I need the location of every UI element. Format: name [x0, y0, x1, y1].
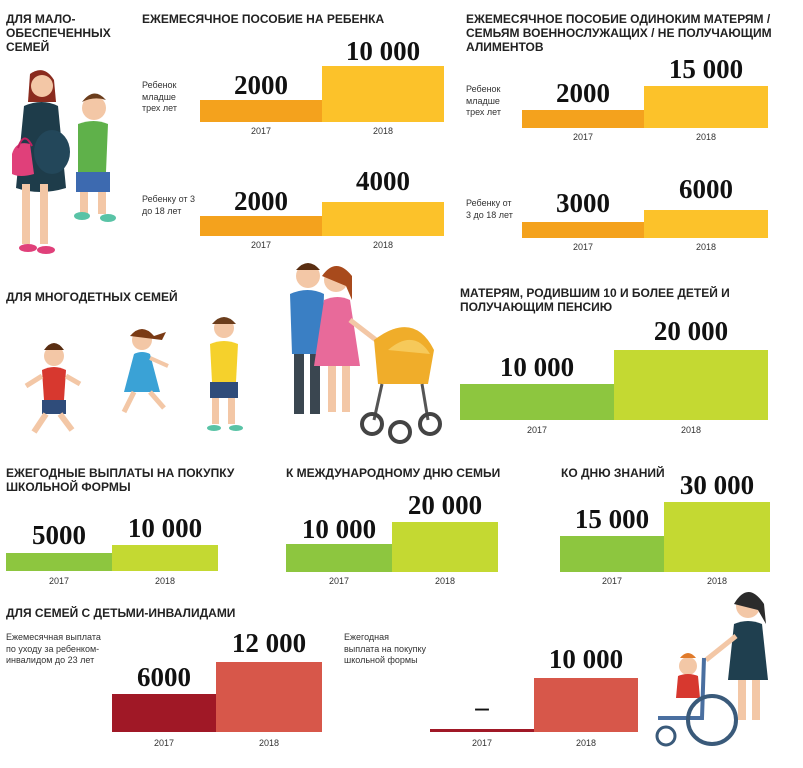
bar-2018 — [322, 66, 444, 122]
bar-2017 — [522, 222, 644, 238]
value-2018: 10 000 — [127, 513, 203, 543]
row1-label: Ребенок младше трех лет — [466, 84, 502, 117]
year-2018: 2018 — [706, 576, 728, 586]
value-2017: 2000 — [234, 70, 288, 100]
bar-2018 — [534, 678, 638, 732]
mother-child-illustration — [12, 70, 116, 254]
year-2017: 2017 — [471, 738, 493, 748]
bar-2018 — [664, 502, 770, 572]
bar-2017 — [430, 729, 534, 732]
year-2017: 2017 — [526, 425, 548, 435]
year-2017: 2017 — [153, 738, 175, 748]
bar-2018 — [322, 202, 444, 236]
bar-2018 — [112, 545, 218, 571]
uniform-label: Ежегодная выплата на покупку школьной фо… — [344, 632, 427, 665]
year-2018: 2018 — [258, 738, 280, 748]
value-2018: 10 000 — [548, 644, 624, 674]
bar-2017 — [522, 110, 644, 128]
school-uniform-title: ЕЖЕГОДНЫЕ ВЫПЛАТЫ НА ПОКУПКУ ШКОЛЬНОЙ ФО… — [6, 466, 235, 494]
bar-2017 — [112, 694, 216, 732]
bar-2017 — [286, 544, 392, 572]
year-2017: 2017 — [250, 240, 272, 250]
year-2017: 2017 — [328, 576, 350, 586]
wheelchair-illustration — [655, 592, 768, 747]
value-2018: 30 000 — [679, 470, 755, 500]
running-kids-illustration — [24, 317, 243, 434]
year-2017: 2017 — [250, 126, 272, 136]
value-2018: 20 000 — [407, 490, 483, 520]
single-mothers-title: ЕЖЕМЕСЯЧНОЕ ПОСОБИЕ ОДИНОКИМ МАТЕРЯМ / С… — [466, 12, 772, 54]
value-2018: 10 000 — [345, 36, 421, 66]
value-2017: 10 000 — [499, 352, 575, 382]
bar-2018 — [644, 210, 768, 238]
value-2018: 15 000 — [668, 54, 744, 84]
year-2018: 2018 — [434, 576, 456, 586]
value-2018: 4000 — [356, 166, 410, 196]
family-day-title: К МЕЖДУНАРОДНОМУ ДНЮ СЕМЬИ — [286, 466, 501, 480]
child-benefit-title: ЕЖЕМЕСЯЧНОЕ ПОСОБИЕ НА РЕБЕНКА — [142, 12, 385, 26]
bar-2017 — [200, 216, 322, 236]
row2-label: Ребенку от 3 до 18 лет — [142, 194, 196, 216]
disabled-title: ДЛЯ СЕМЕЙ С ДЕТЬМИ-ИНВАЛИДАМИ — [6, 606, 236, 620]
year-2017: 2017 — [572, 242, 594, 252]
value-2017: 6000 — [137, 662, 191, 692]
year-2018: 2018 — [154, 576, 176, 586]
year-2018: 2018 — [575, 738, 597, 748]
value-2018: 12 000 — [231, 628, 307, 658]
couple-stroller-illustration — [290, 263, 442, 444]
bar-2017 — [560, 536, 664, 572]
year-2018: 2018 — [695, 132, 717, 142]
value-2018: 6000 — [679, 174, 733, 204]
value-2017: 2000 — [556, 78, 610, 108]
value-2017: 15 000 — [574, 504, 650, 534]
value-2017: 2000 — [234, 186, 288, 216]
bar-2018 — [392, 522, 498, 572]
year-2018: 2018 — [372, 240, 394, 250]
year-2017: 2017 — [572, 132, 594, 142]
bar-2017 — [6, 553, 112, 571]
year-2018: 2018 — [372, 126, 394, 136]
value-2017: 5000 — [32, 520, 86, 550]
knowledge-day-title: КО ДНЮ ЗНАНИЙ — [561, 466, 665, 480]
value-2018: 20 000 — [653, 316, 729, 346]
bar-2017 — [200, 100, 322, 122]
value-2017: 10 000 — [301, 514, 377, 544]
year-2017: 2017 — [48, 576, 70, 586]
mothers10-title: МАТЕРЯМ, РОДИВШИМ 10 И БОЛЕЕ ДЕТЕЙ И ПОЛ… — [460, 286, 730, 314]
large-families-title: ДЛЯ МНОГОДЕТНЫХ СЕМЕЙ — [6, 290, 178, 304]
bar-2018 — [216, 662, 322, 732]
value-2017: – — [475, 692, 489, 722]
row2-label: Ребенку от 3 до 18 лет — [466, 198, 513, 220]
bar-2018 — [644, 86, 768, 128]
value-2017: 3000 — [556, 188, 610, 218]
low-income-title: ДЛЯ МАЛО-ОБЕСПЕЧЕННЫХ СЕМЕЙ — [6, 12, 111, 54]
year-2018: 2018 — [695, 242, 717, 252]
bar-2017 — [460, 384, 614, 420]
year-2018: 2018 — [680, 425, 702, 435]
care-label: Ежемесячная выплата по уходу за ребенком… — [6, 632, 101, 665]
year-2017: 2017 — [601, 576, 623, 586]
row1-label: Ребенок младше трех лет — [142, 80, 178, 113]
bar-2018 — [614, 350, 768, 420]
